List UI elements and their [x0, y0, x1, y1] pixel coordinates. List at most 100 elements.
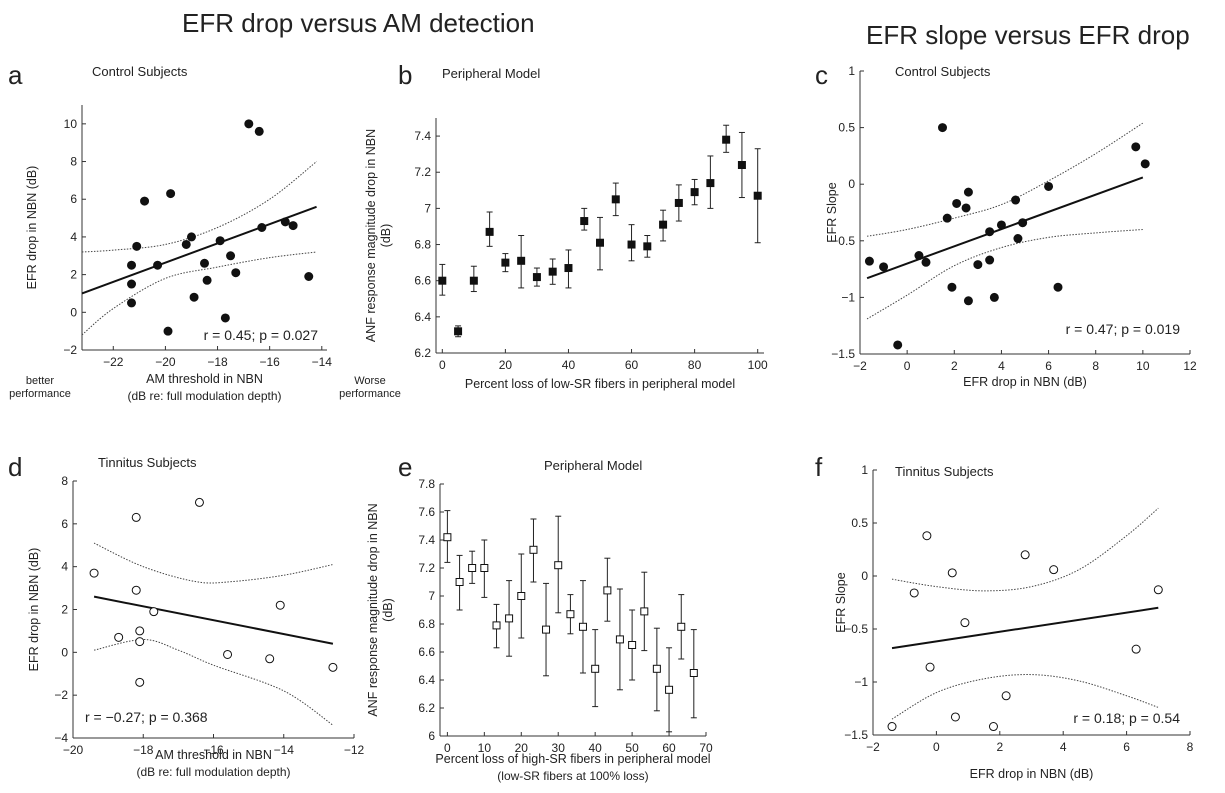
panel-c-data-point — [921, 257, 931, 267]
panel-c-regression-line — [866, 176, 1144, 280]
panel-a-x-tick-label: −16 — [259, 355, 280, 369]
panel-c-data-point — [963, 296, 973, 306]
panel-a-data-point — [226, 251, 236, 261]
panel-letter-b: b — [398, 60, 413, 90]
panel-c-data-point — [996, 220, 1006, 230]
panel-f-y-tick-label: 1 — [861, 463, 868, 477]
panel-d-x-tick-label: −20 — [63, 743, 84, 757]
panel-e-y-tick-label: 6.4 — [418, 673, 435, 687]
panel-e-y-tick-label: 6.6 — [418, 645, 435, 659]
panel-a-data-point — [200, 258, 209, 268]
panel-c-x-axis-label: EFR drop in NBN (dB) — [963, 375, 1087, 389]
panel-b-data-point — [564, 264, 573, 273]
panel-c-data-point — [961, 203, 971, 213]
panel-d-data-point — [194, 497, 204, 507]
panel-a-data-point — [127, 298, 137, 308]
panel-b-y-tick-label: 6.2 — [414, 346, 431, 360]
panel-c-data-point — [864, 256, 874, 266]
panel-a-y-tick-label: −2 — [63, 343, 77, 357]
panel-b-data-point — [454, 327, 463, 336]
panel-a-x-tick-label: −18 — [207, 355, 228, 369]
panel-letter-d: d — [8, 452, 23, 482]
panel-f-y-tick-label: −1 — [854, 675, 868, 689]
panel-f-data-point — [925, 662, 935, 672]
panel-c-x-tick-label: 12 — [1183, 359, 1197, 373]
panel-b-data-point — [643, 242, 652, 251]
panel-d-data-point — [223, 649, 233, 659]
panel-f-ci-upper-band — [891, 507, 1159, 592]
panel-f-data-point — [1153, 585, 1163, 595]
panel-b-x-tick-label: 80 — [688, 358, 702, 372]
panel-c-data-point — [1044, 181, 1054, 191]
panel-d-data-point — [135, 637, 145, 647]
panel-f-x-tick-label: 0 — [933, 740, 940, 754]
panel-b-data-point — [753, 191, 762, 200]
panel-a-data-point — [244, 119, 254, 129]
panel-b-data-point — [580, 217, 589, 226]
panel-a-y-tick-label: 0 — [70, 305, 77, 319]
panel-a-side-label-right: performance — [339, 388, 401, 400]
panel-a-y-tick-label: 10 — [64, 117, 78, 131]
panel-a-title: Control Subjects — [92, 64, 188, 79]
panel-e-data-point — [542, 625, 551, 634]
panel-e-x-axis-label-2: (low-SR fibers at 100% loss) — [497, 769, 648, 783]
panel-e-x-axis-label: Percent loss of high-SR fibers in periph… — [435, 752, 710, 766]
panel-c-x-tick-label: 10 — [1136, 359, 1150, 373]
panel-e-y-tick-label: 6 — [428, 729, 435, 743]
panel-b-data-point — [517, 256, 526, 265]
panel-b-data-point — [501, 258, 510, 267]
panel-e-data-point — [468, 564, 477, 572]
panel-a-data-point — [288, 221, 298, 231]
panel-d-y-axis-label: EFR drop in NBN (dB) — [27, 548, 41, 672]
panel-e-y-tick-label: 6.8 — [418, 617, 435, 631]
panel-b-data-point — [596, 238, 604, 247]
left-section-title: EFR drop versus AM detection — [182, 8, 535, 38]
panel-b-y-axis-label-2: (dB) — [379, 224, 393, 248]
panel-c-y-tick-label: −1.5 — [831, 347, 855, 361]
panel-f-x-tick-label: 8 — [1187, 740, 1194, 754]
panel-e-y-tick-label: 7 — [428, 589, 435, 603]
panel-letter-a: a — [8, 60, 23, 90]
panel-d-y-tick-label: −4 — [54, 731, 68, 745]
panel-d-data-point — [135, 626, 145, 636]
panel-c-data-point — [1011, 195, 1021, 205]
panel-e-data-point — [566, 610, 575, 619]
panel-b-title: Peripheral Model — [442, 66, 540, 81]
panel-b-y-tick-label: 7 — [424, 201, 431, 215]
panel-c-data-point — [989, 292, 999, 302]
panel-d-data-point — [275, 600, 285, 610]
panel-b-y-axis-label: ANF response magnitude drop in NBN — [364, 129, 378, 342]
panel-d-regression-line — [93, 595, 334, 645]
panel-e-data-point — [615, 635, 624, 644]
panel-c-x-tick-label: −2 — [853, 359, 867, 373]
panel-e-y-tick-label: 7.4 — [418, 533, 435, 547]
panel-a-data-point — [186, 232, 196, 242]
panel-c-data-point — [1053, 282, 1063, 292]
panel-d-x-tick-label: −12 — [344, 743, 365, 757]
panel-f-x-tick-label: −2 — [866, 740, 880, 754]
panel-c-data-point — [893, 340, 903, 350]
panel-e-data-point — [554, 561, 563, 570]
panel-b-x-tick-label: 40 — [562, 358, 576, 372]
panel-c-stats-annotation: r = 0.47; p = 0.019 — [1066, 321, 1181, 337]
panel-b-y-tick-label: 7.2 — [414, 165, 431, 179]
panel-a-data-point — [132, 241, 142, 251]
panel-letter-c: c — [815, 60, 828, 90]
panel-e-y-axis-label: ANF response magnitude drop in NBN — [366, 503, 380, 716]
panel-f-x-tick-label: 4 — [1060, 740, 1067, 754]
panel-a-y-axis-label: EFR drop in NBN (dB) — [25, 166, 39, 290]
panel-d-data-point — [131, 585, 141, 595]
panel-c-data-point — [985, 255, 995, 265]
panel-c-data-point — [942, 213, 952, 223]
panel-a-y-tick-label: 2 — [70, 268, 77, 282]
panel-b-x-tick-label: 20 — [499, 358, 513, 372]
panel-e-y-tick-label: 7.6 — [418, 505, 435, 519]
panel-a-x-tick-label: −22 — [103, 355, 124, 369]
panel-e-data-point — [443, 533, 452, 542]
panel-e-x-tick-label: 40 — [588, 741, 602, 755]
panel-c-y-tick-label: 1 — [848, 64, 855, 78]
panel-e-data-point — [640, 607, 649, 616]
panel-e-y-axis-label-2: (dB) — [381, 598, 395, 622]
panel-a-data-point — [181, 239, 191, 249]
